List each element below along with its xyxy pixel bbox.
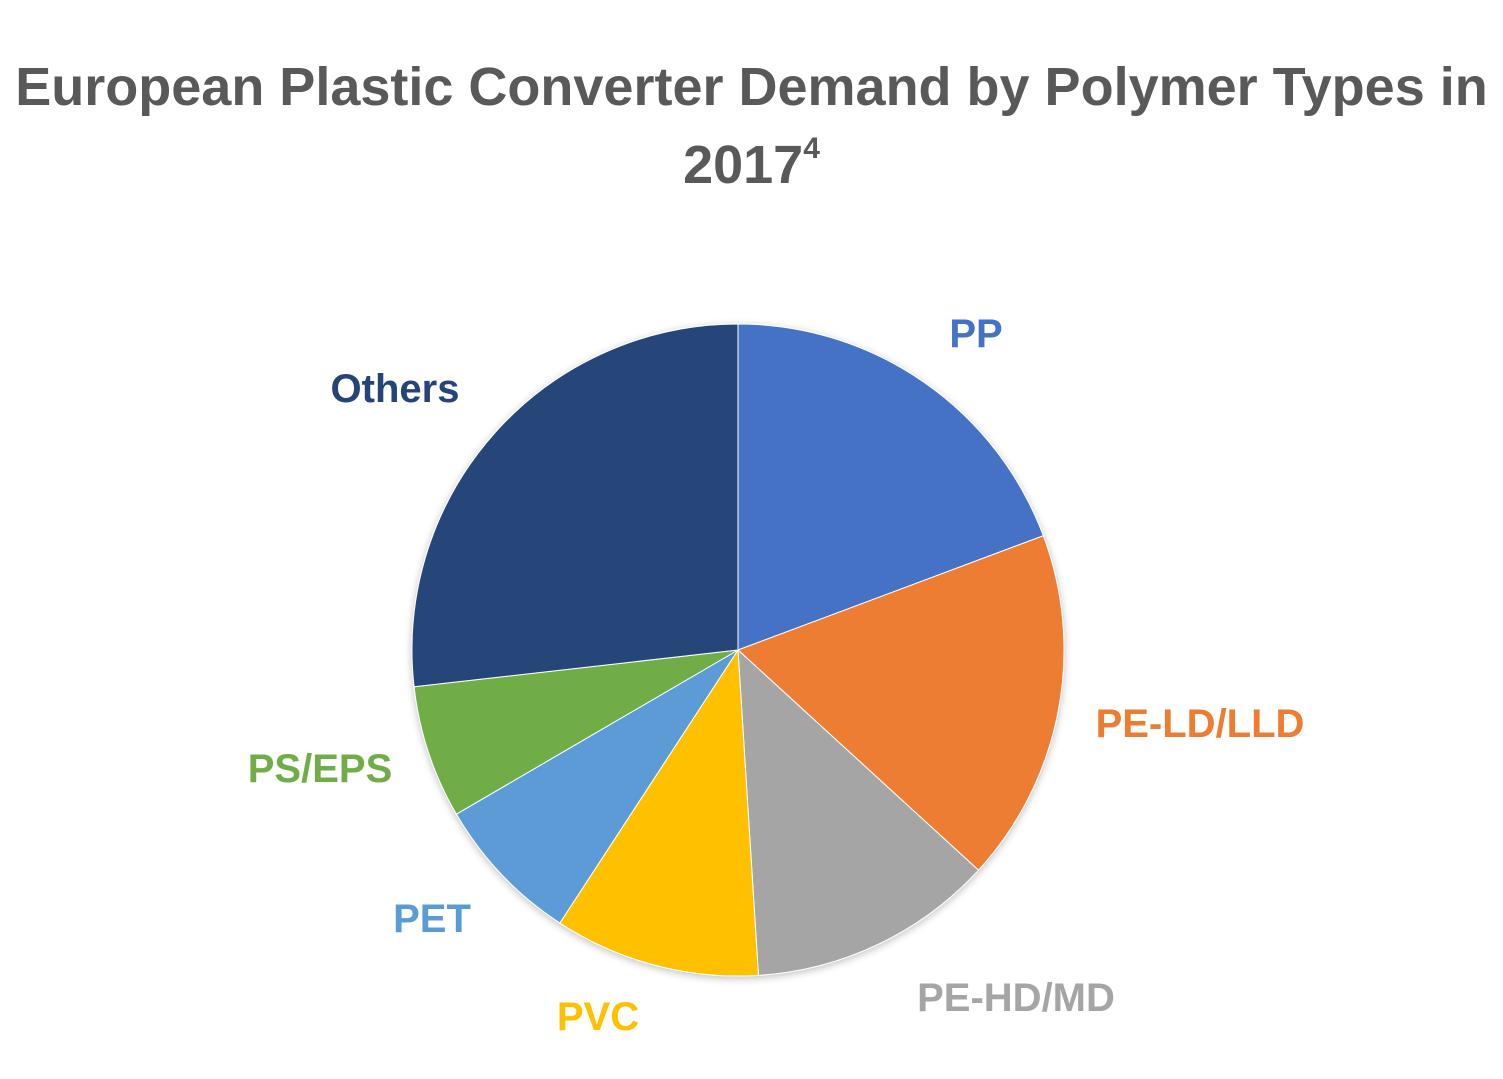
pie-slice-pet xyxy=(455,649,739,924)
chart-title: European Plastic Converter Demand by Pol… xyxy=(0,48,1503,204)
chart-title-superscript: 4 xyxy=(803,132,820,165)
pie-slices xyxy=(411,323,1065,977)
chart-title-text: European Plastic Converter Demand by Pol… xyxy=(15,57,1488,195)
slice-label-pvc: PVC xyxy=(557,995,639,1039)
pie-slice-pe-hd-md xyxy=(737,648,980,976)
slice-label-pp: PP xyxy=(949,312,1002,356)
slice-label-pet: PET xyxy=(393,897,471,941)
slice-label-pe-ld-lld: PE-LD/LLD xyxy=(1096,702,1305,746)
slice-label-ps-eps: PS/EPS xyxy=(248,747,393,791)
pie-slice-pe-ld-lld xyxy=(737,535,1065,871)
pie-slice-pp xyxy=(737,323,1044,651)
slice-label-others: Others xyxy=(331,367,460,411)
pie-slice-pvc xyxy=(559,648,760,977)
pie-slice-others xyxy=(411,323,739,688)
pie-slice-ps-eps xyxy=(413,649,739,815)
slice-label-pe-hd-md: PE-HD/MD xyxy=(917,976,1115,1020)
